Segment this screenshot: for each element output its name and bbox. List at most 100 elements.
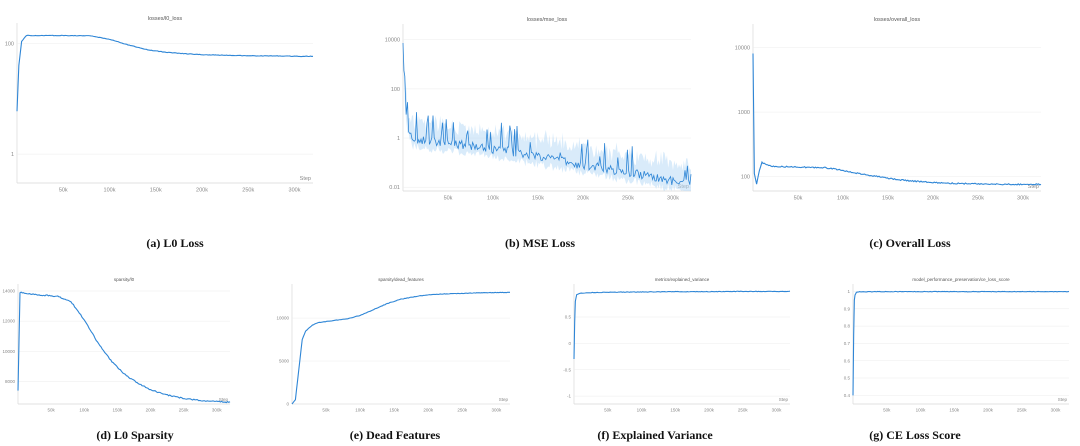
caption-e: (e) Dead Features — [349, 428, 441, 442]
x-tick-label-e: 50k — [322, 408, 330, 413]
caption-c: (c) Overall Loss — [869, 236, 951, 250]
x-tick-label-d: 250k — [179, 408, 190, 413]
y-tick-label-c: 1000 — [738, 110, 750, 116]
x-tick-label-d: 200k — [146, 408, 157, 413]
caption-b: (b) MSE Loss — [504, 236, 575, 250]
chart-c: losses/overall_loss 100 1000 10000 50k 100k 15… — [735, 17, 1042, 202]
chart-e: sparsity/dead_features 0 5000 10000 50k 100k 1… — [276, 277, 511, 413]
x-tick-label-g: 150k — [949, 408, 960, 413]
caption-a: (a) L0 Loss — [146, 236, 204, 250]
x-tick-label-a: 200k — [196, 188, 208, 194]
y-tick-label-f: -0.5 — [563, 367, 571, 372]
y-tick-label-g: 0.7 — [844, 341, 851, 346]
y-tick-label-f: -1 — [567, 394, 571, 399]
chart-title-b: losses/mse_loss — [527, 17, 568, 23]
y-tick-label-d: 14000 — [2, 289, 15, 294]
y-tick-label-a: 1 — [11, 152, 14, 158]
x-tick-label-b: 150k — [532, 196, 544, 202]
x-tick-label-c: 150k — [882, 196, 894, 202]
series-line-g — [852, 290, 1070, 396]
x-tick-label-g: 250k — [1017, 408, 1028, 413]
chart-title-a: losses/l0_loss — [148, 16, 182, 22]
chart-g: model_performance_preservation/ce_loss_s… — [844, 277, 1070, 413]
series-line-b — [402, 42, 692, 185]
y-tick-label-a: 100 — [5, 42, 14, 48]
x-tick-label-a: 100k — [104, 188, 116, 194]
x-tick-label-f: 250k — [738, 408, 749, 413]
x-axis-label-a: Step — [300, 176, 311, 182]
x-tick-label-f: 200k — [704, 408, 715, 413]
x-tick-label-b: 50k — [444, 196, 453, 202]
x-tick-label-g: 100k — [916, 408, 927, 413]
caption-d: (d) L0 Sparsity — [96, 428, 174, 442]
x-tick-label-d: 150k — [112, 408, 123, 413]
y-tick-label-d: 10000 — [2, 349, 15, 354]
y-tick-label-g: 0.9 — [844, 306, 851, 311]
x-tick-label-a: 250k — [242, 188, 254, 194]
series-line-d — [17, 291, 231, 404]
x-tick-label-a: 300k — [289, 188, 301, 194]
caption-f: (f) Explained Variance — [597, 428, 713, 442]
chart-b: losses/mse_loss 0.01 1 100 10000 50k 100k 150k 2… — [385, 17, 692, 202]
series-line-c — [752, 53, 1042, 186]
x-tick-label-c: 200k — [927, 196, 939, 202]
x-tick-label-b: 100k — [487, 196, 499, 202]
x-tick-label-e: 250k — [457, 408, 468, 413]
y-tick-label-f: 0.5 — [565, 315, 572, 320]
y-tick-label-b: 1 — [397, 136, 400, 142]
x-tick-label-f: 150k — [670, 408, 681, 413]
y-tick-label-g: 0.4 — [844, 393, 851, 398]
x-tick-label-d: 100k — [79, 408, 90, 413]
x-tick-label-g: 200k — [983, 408, 994, 413]
y-tick-label-g: 0.8 — [844, 324, 851, 329]
y-tick-label-b: 0.01 — [389, 185, 400, 191]
y-tick-label-g: 0.5 — [844, 376, 851, 381]
x-tick-label-a: 150k — [150, 188, 162, 194]
series-line-e — [291, 291, 511, 405]
y-tick-label-b: 100 — [391, 87, 400, 93]
x-axis-label-f: Step — [779, 397, 789, 402]
series-line-f — [573, 290, 791, 360]
x-tick-label-f: 50k — [604, 408, 612, 413]
x-axis-label-g: Step — [1058, 397, 1068, 402]
y-tick-label-e: 0 — [286, 402, 289, 407]
y-tick-label-c: 100 — [741, 175, 750, 181]
x-tick-label-g: 300k — [1051, 408, 1062, 413]
y-tick-label-b: 10000 — [385, 38, 400, 44]
x-axis-label-e: Step — [499, 397, 509, 402]
chart-title-f: metrics/explained_variance — [655, 277, 710, 282]
chart-a: losses/l0_loss 1 100 50k 100k 150k 200k 250k 300… — [5, 16, 314, 194]
x-tick-label-d: 50k — [47, 408, 55, 413]
x-tick-label-b: 300k — [667, 196, 679, 202]
x-tick-label-a: 50k — [59, 188, 68, 194]
x-tick-label-c: 250k — [972, 196, 984, 202]
y-tick-label-g: 1 — [847, 289, 850, 294]
x-tick-label-f: 300k — [772, 408, 783, 413]
chart-title-g: model_performance_preservation/ce_loss_s… — [912, 277, 1010, 282]
y-tick-label-f: 0 — [568, 341, 571, 346]
x-tick-label-b: 200k — [577, 196, 589, 202]
y-tick-label-e: 10000 — [276, 316, 289, 321]
x-axis-label-d: Step — [219, 397, 229, 402]
x-tick-label-e: 150k — [389, 408, 400, 413]
y-tick-label-e: 5000 — [279, 359, 290, 364]
chart-title-c: losses/overall_loss — [874, 17, 920, 23]
x-axis-label-c: Step — [1028, 184, 1039, 190]
y-tick-label-c: 10000 — [735, 45, 750, 51]
series-line-a — [16, 34, 314, 112]
chart-title-e: sparsity/dead_features — [378, 277, 424, 282]
chart-f: metrics/explained_variance -1 -0.5 0 0.5 50k 1… — [563, 277, 791, 413]
y-tick-label-d: 8000 — [5, 379, 16, 384]
x-tick-label-e: 300k — [491, 408, 502, 413]
x-tick-label-c: 100k — [837, 196, 849, 202]
caption-g: (g) CE Loss Score — [869, 428, 961, 442]
x-tick-label-c: 300k — [1017, 196, 1029, 202]
y-tick-label-g: 0.6 — [844, 358, 851, 363]
x-tick-label-g: 50k — [883, 408, 891, 413]
chart-title-d: sparsity/l0 — [114, 277, 135, 282]
x-tick-label-f: 100k — [637, 408, 648, 413]
x-tick-label-d: 300k — [212, 408, 223, 413]
series-band-b — [403, 39, 691, 191]
x-tick-label-e: 200k — [423, 408, 434, 413]
